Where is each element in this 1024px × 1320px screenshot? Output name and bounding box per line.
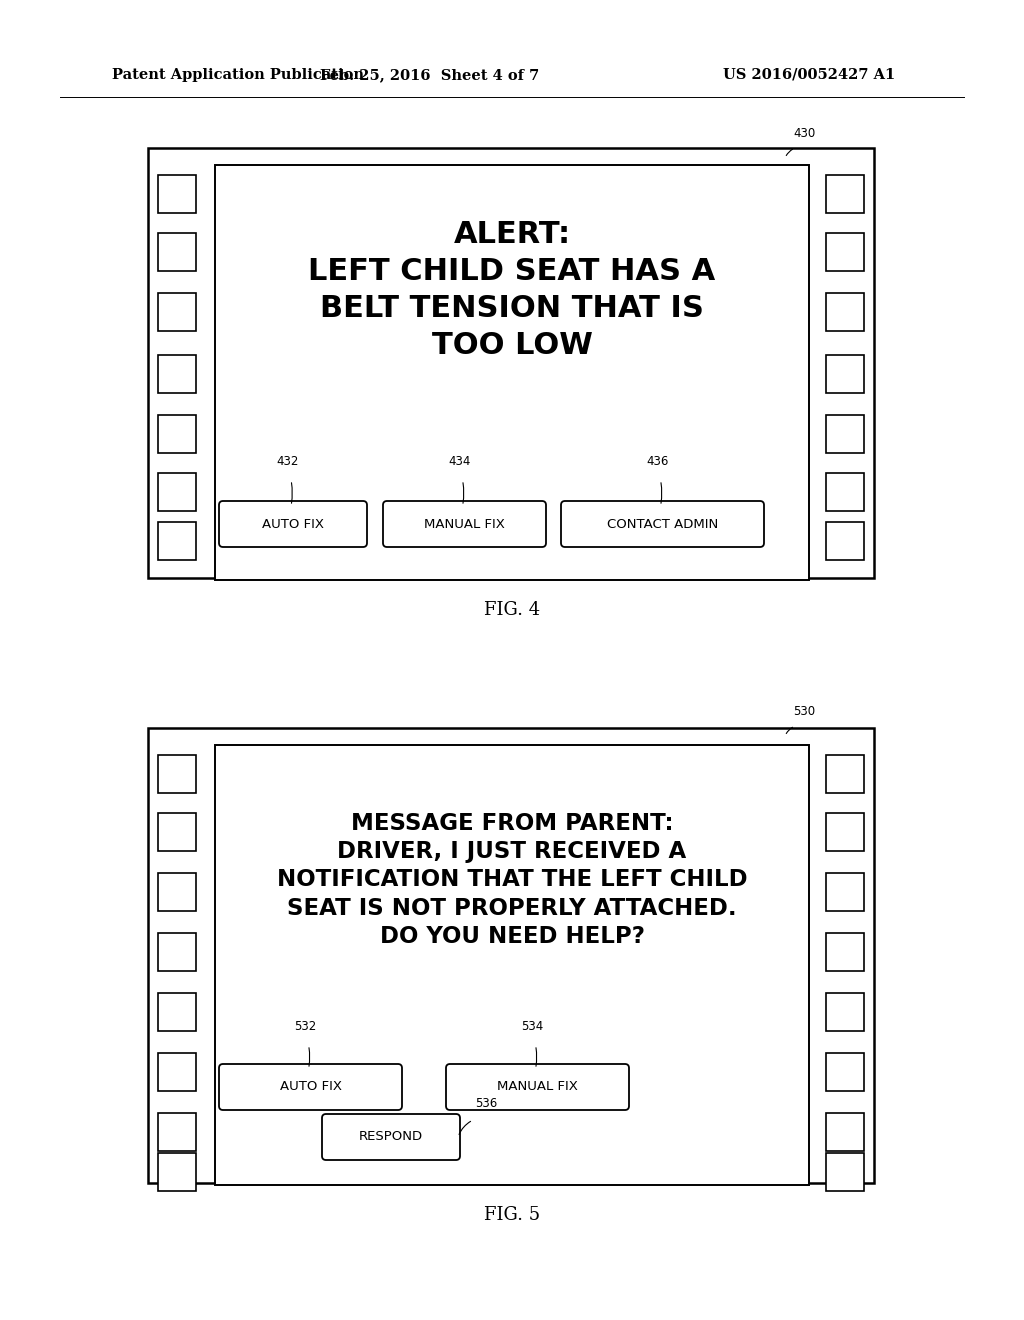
Text: Feb. 25, 2016  Sheet 4 of 7: Feb. 25, 2016 Sheet 4 of 7 (321, 69, 540, 82)
Text: MANUAL FIX: MANUAL FIX (424, 517, 505, 531)
Text: 434: 434 (449, 455, 471, 469)
Bar (158, 933, 196, 972)
Bar (158, 176, 196, 213)
Bar (158, 1053, 196, 1092)
Text: 432: 432 (276, 455, 299, 469)
Bar (158, 473, 196, 511)
Bar (826, 293, 864, 331)
Text: 530: 530 (793, 705, 815, 718)
FancyBboxPatch shape (446, 1064, 629, 1110)
Bar (826, 1053, 864, 1092)
Bar (826, 993, 864, 1031)
FancyBboxPatch shape (322, 1114, 460, 1160)
FancyBboxPatch shape (561, 502, 764, 546)
Bar (158, 355, 196, 393)
Bar (158, 993, 196, 1031)
Text: FIG. 5: FIG. 5 (484, 1206, 540, 1224)
Bar (158, 293, 196, 331)
Bar (826, 234, 864, 271)
Text: CONTACT ADMIN: CONTACT ADMIN (607, 517, 718, 531)
Text: AUTO FIX: AUTO FIX (262, 517, 324, 531)
FancyBboxPatch shape (219, 1064, 402, 1110)
Bar (215, 744, 809, 1185)
Bar (148, 148, 874, 578)
Text: 536: 536 (475, 1097, 498, 1110)
Bar (826, 813, 864, 851)
Text: 436: 436 (646, 455, 669, 469)
Bar (826, 1152, 864, 1191)
Text: MANUAL FIX: MANUAL FIX (497, 1081, 578, 1093)
Bar (158, 1113, 196, 1151)
Bar (215, 165, 809, 579)
Text: FIG. 4: FIG. 4 (484, 601, 540, 619)
Bar (826, 355, 864, 393)
Bar (158, 521, 196, 560)
Text: MESSAGE FROM PARENT:
DRIVER, I JUST RECEIVED A
NOTIFICATION THAT THE LEFT CHILD
: MESSAGE FROM PARENT: DRIVER, I JUST RECE… (276, 812, 748, 948)
Bar (826, 521, 864, 560)
Bar (826, 755, 864, 793)
Bar (158, 1152, 196, 1191)
Bar (158, 414, 196, 453)
Bar (826, 873, 864, 911)
Bar (826, 933, 864, 972)
Text: ALERT:
LEFT CHILD SEAT HAS A
BELT TENSION THAT IS
TOO LOW: ALERT: LEFT CHILD SEAT HAS A BELT TENSIO… (308, 220, 716, 360)
Text: 430: 430 (793, 127, 815, 140)
Bar (158, 755, 196, 793)
Text: Patent Application Publication: Patent Application Publication (112, 69, 364, 82)
Bar (826, 473, 864, 511)
Text: AUTO FIX: AUTO FIX (280, 1081, 341, 1093)
Bar (158, 813, 196, 851)
Text: RESPOND: RESPOND (359, 1130, 423, 1143)
Text: 532: 532 (294, 1020, 316, 1034)
Bar (826, 176, 864, 213)
FancyBboxPatch shape (219, 502, 367, 546)
Bar (158, 234, 196, 271)
Bar (826, 414, 864, 453)
Bar (148, 729, 874, 1183)
Text: 534: 534 (521, 1020, 544, 1034)
FancyBboxPatch shape (383, 502, 546, 546)
Text: US 2016/0052427 A1: US 2016/0052427 A1 (723, 69, 895, 82)
Bar (158, 873, 196, 911)
Bar (826, 1113, 864, 1151)
